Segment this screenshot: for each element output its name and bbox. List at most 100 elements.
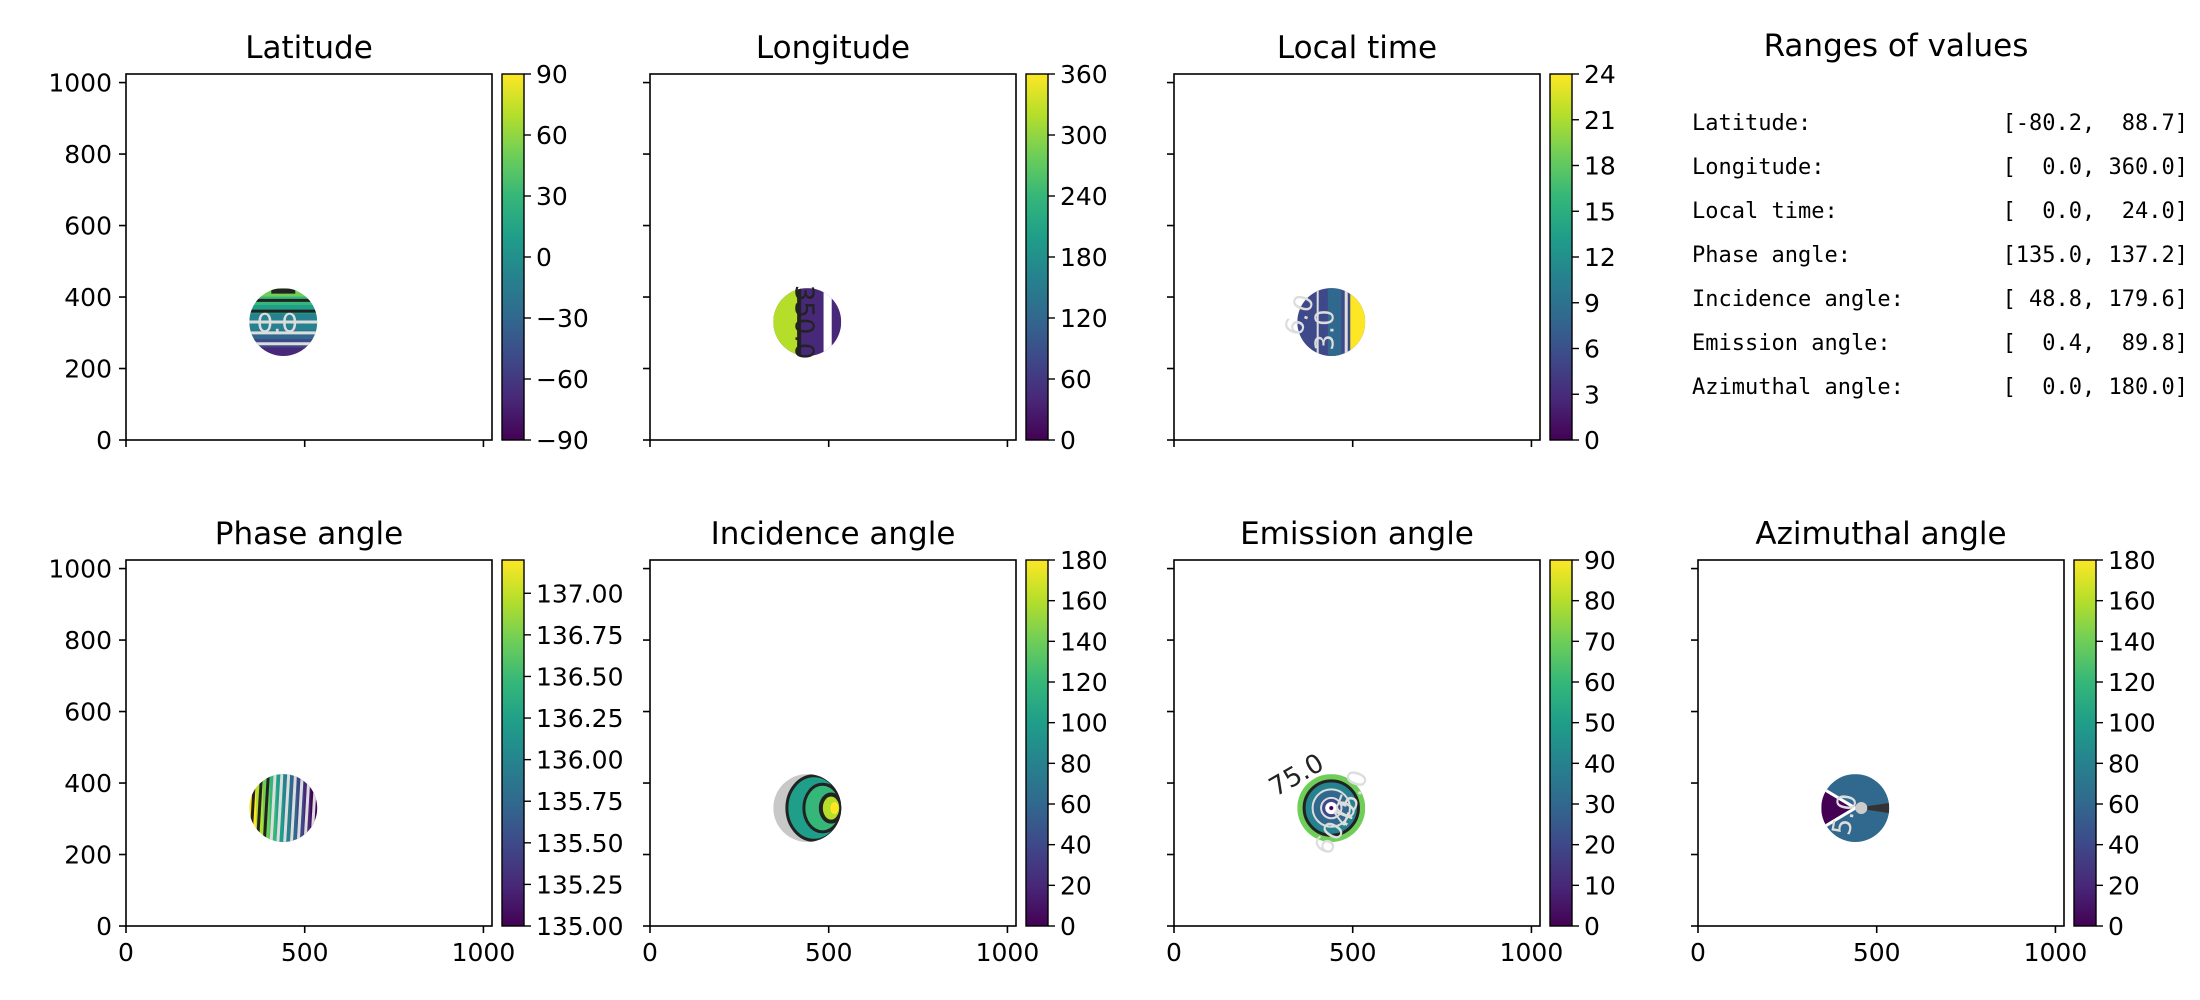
- disk-band: [249, 347, 318, 357]
- y-tick-label: 800: [64, 626, 112, 655]
- contour-line: [310, 774, 318, 843]
- colorbar-tick-label: 180: [1060, 243, 1108, 272]
- y-tick-label: 600: [64, 212, 112, 241]
- local-time-axes-frame: [1173, 73, 1541, 441]
- latitude-axes-frame: [125, 73, 493, 441]
- disk-band: [830, 801, 839, 815]
- range-value: [ 0.0, 24.0]: [2003, 199, 2188, 224]
- colorbar-tick-label: 100: [2108, 709, 2156, 738]
- colorbar-tick-label: 60: [536, 121, 568, 150]
- colorbar-tick-label: 40: [1584, 749, 1616, 778]
- longitude-title: Longitude: [756, 30, 910, 66]
- contour-line: [283, 774, 291, 843]
- latitude-contour-label: 0.0: [257, 309, 298, 339]
- local-time-contour-label: 3.0: [1310, 309, 1340, 350]
- phase-angle-colorbar: [501, 559, 525, 927]
- x-tick-label: 0: [1166, 938, 1182, 967]
- colorbar-tick-label: 120: [1060, 668, 1108, 697]
- colorbar-tick-label: 300: [1060, 121, 1108, 150]
- x-tick-label: 1000: [1500, 938, 1564, 967]
- colorbar-tick-label: 100: [1060, 709, 1108, 738]
- colorbar-tick-label: 135.00: [536, 912, 623, 941]
- colorbar-tick-label: 60: [1584, 668, 1616, 697]
- latitude-disk: [249, 288, 318, 357]
- emission-angle-colorbar: [1549, 559, 1573, 927]
- colorbar-tick-label: −30: [536, 304, 589, 333]
- colorbar-tick-label: 120: [2108, 668, 2156, 697]
- colorbar-tick-label: 60: [1060, 365, 1092, 394]
- longitude-colorbar: [1025, 73, 1049, 441]
- ranges-title: Ranges of values: [1764, 28, 2029, 64]
- colorbar-tick-label: 136.25: [536, 704, 623, 733]
- colorbar-tick-label: 0: [1584, 426, 1600, 455]
- disk-band: [249, 313, 318, 324]
- longitude-panel: Longitude 350.0 360 300 240 180 120 60 0: [643, 30, 1108, 455]
- colorbar-tick-label: −90: [536, 426, 589, 455]
- longitude-disk: [773, 288, 842, 357]
- latitude-colorbar: [501, 73, 525, 441]
- colorbar-tick-label: 135.50: [536, 829, 623, 858]
- phase-angle-axes-frame: [125, 559, 493, 927]
- y-tick-label: 200: [64, 841, 112, 870]
- disk-band: [1350, 288, 1366, 357]
- y-tick-label: 1000: [48, 555, 112, 584]
- x-tick-label: 500: [1329, 938, 1377, 967]
- x-tick-label: 1000: [452, 938, 516, 967]
- x-tick-label: 0: [642, 938, 658, 967]
- colorbar-tick-label: 160: [1060, 587, 1108, 616]
- colorbar-tick-label: 135.25: [536, 870, 623, 899]
- range-label: Azimuthal angle:: [1692, 375, 1904, 400]
- colorbar-tick-label: 136.50: [536, 662, 623, 691]
- range-value: [ 0.4, 89.8]: [2003, 331, 2188, 356]
- contour-line: [296, 774, 304, 843]
- colorbar-tick-label: 140: [1060, 627, 1108, 656]
- range-value: [135.0, 137.2]: [2003, 243, 2188, 268]
- x-tick-label: 0: [1690, 938, 1706, 967]
- longitude-contour-label: 350.0: [788, 285, 818, 359]
- x-tick-label: 500: [281, 938, 329, 967]
- azimuthal-angle-colorbar: [2073, 559, 2097, 927]
- range-value: [ 48.8, 179.6]: [2003, 287, 2188, 312]
- range-value: [-80.2, 88.7]: [2003, 111, 2188, 136]
- colorbar-tick-label: 0: [1584, 912, 1600, 941]
- contour-line: [262, 774, 270, 843]
- colorbar-tick-label: 80: [2108, 749, 2140, 778]
- colorbar-tick-label: 60: [1060, 790, 1092, 819]
- longitude-axes-frame: [649, 73, 1017, 441]
- y-tick-label: 0: [96, 426, 112, 455]
- colorbar-tick-label: 137.00: [536, 579, 623, 608]
- range-value: [ 0.0, 180.0]: [2003, 375, 2188, 400]
- y-tick-label: 0: [96, 912, 112, 941]
- y-tick-label: 800: [64, 140, 112, 169]
- ranges-table: Latitude: [-80.2, 88.7] Longitude: [ 0.0, 3…: [1692, 111, 2188, 400]
- colorbar-tick-label: 20: [2108, 871, 2140, 900]
- colorbar-tick-label: 60: [2108, 790, 2140, 819]
- colorbar-tick-label: 20: [1060, 871, 1092, 900]
- local-time-title: Local time: [1277, 30, 1437, 66]
- colorbar-tick-label: 90: [1584, 546, 1616, 575]
- disk-band: [1855, 802, 1890, 814]
- contour-line: [276, 774, 284, 843]
- contour-line: [256, 774, 264, 843]
- colorbar-tick-label: 30: [1584, 790, 1616, 819]
- colorbar-tick-label: 3: [1584, 380, 1600, 409]
- y-tick-label: 1000: [48, 69, 112, 98]
- disk-band: [249, 330, 318, 341]
- y-tick-label: 400: [64, 769, 112, 798]
- colorbar-tick-label: 40: [2108, 831, 2140, 860]
- contour-line: [303, 774, 311, 843]
- disk-band: [1821, 787, 1856, 829]
- range-label: Phase angle:: [1692, 243, 1851, 268]
- y-tick-label: 400: [64, 283, 112, 312]
- colorbar-tick-label: 24: [1584, 60, 1616, 89]
- colorbar-tick-label: 70: [1584, 627, 1616, 656]
- x-tick-label: 1000: [2024, 938, 2088, 967]
- range-label: Longitude:: [1692, 155, 1824, 180]
- colorbar-tick-label: 80: [1060, 749, 1092, 778]
- contour-line: [289, 774, 297, 843]
- colorbar-tick-label: 40: [1060, 831, 1092, 860]
- range-label: Local time:: [1692, 199, 1838, 224]
- colorbar-tick-label: 20: [1584, 831, 1616, 860]
